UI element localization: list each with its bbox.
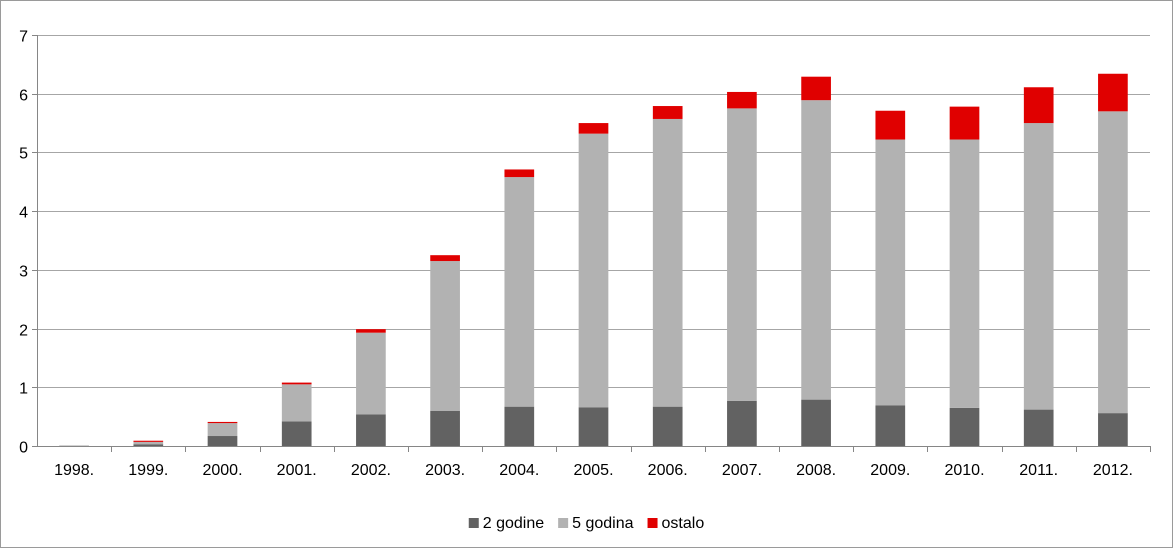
x-tick-label-2003: 2003. — [425, 462, 465, 479]
bar-2000-series-2 — [207, 421, 238, 424]
bar-2002-series-2 — [356, 329, 386, 333]
y-tick-label-1: 1 — [19, 381, 28, 398]
bar-2006-series-0 — [652, 406, 683, 446]
bar-2008-series-2 — [801, 76, 831, 101]
bar-2009-series-0 — [875, 405, 906, 446]
x-tick-label-2000: 2000. — [202, 462, 242, 479]
bar-2005-series-0 — [578, 407, 609, 446]
legend: 2 godine 5 godina ostalo — [468, 515, 705, 532]
bar-2010-series-0 — [949, 407, 980, 446]
bar-2010-series-1 — [949, 139, 980, 408]
x-tick-label-2002: 2002. — [351, 462, 391, 479]
bar-2001-series-1 — [281, 384, 312, 422]
x-tick-label-2012: 2012. — [1093, 462, 1133, 479]
x-tick-label-2005: 2005. — [573, 462, 613, 479]
bar-2004-series-2 — [504, 169, 535, 178]
legend-label-0: 2 godine — [483, 515, 544, 532]
x-tick-label-2009: 2009. — [870, 462, 910, 479]
y-tick-label-7: 7 — [19, 29, 28, 46]
bar-2003-series-1 — [430, 261, 460, 411]
bar-2011-series-2 — [1023, 87, 1054, 124]
bar-2009-series-1 — [875, 139, 906, 406]
bar-2012-series-1 — [1098, 111, 1128, 414]
y-tick-label-4: 4 — [19, 205, 28, 222]
x-tick-label-2006: 2006. — [648, 462, 688, 479]
y-tick-label-2: 2 — [19, 323, 28, 340]
bar-2005-series-1 — [578, 133, 609, 408]
bar-2000-series-1 — [207, 423, 238, 437]
y-tick-labels: 0 1 2 3 4 5 6 7 — [19, 29, 28, 457]
legend-swatch-2 — [647, 518, 658, 528]
legend-label-1: 5 godina — [572, 515, 633, 532]
y-tick-label-3: 3 — [19, 264, 28, 281]
bar-2007-series-0 — [727, 400, 757, 446]
legend-swatch-0 — [468, 518, 479, 528]
x-tick-label-2010: 2010. — [944, 462, 984, 479]
y-tick-label-0: 0 — [19, 440, 28, 457]
bar-2007-series-2 — [727, 91, 757, 109]
bar-2010-series-2 — [949, 106, 980, 140]
bar-2011-series-0 — [1023, 409, 1054, 446]
bar-2001-series-2 — [281, 382, 312, 385]
bar-1999-series-0 — [133, 444, 164, 446]
bar-1998-series-1 — [59, 445, 89, 446]
bar-2012-series-2 — [1098, 73, 1128, 112]
bar-2007-series-1 — [727, 108, 757, 401]
bar-2011-series-1 — [1023, 123, 1054, 410]
legend-swatch-1 — [558, 518, 569, 528]
bar-2002-series-0 — [356, 414, 386, 446]
bar-2012-series-0 — [1098, 413, 1128, 446]
bar-2003-series-0 — [430, 410, 460, 446]
x-tick-label-2007: 2007. — [722, 462, 762, 479]
bars — [59, 73, 1128, 446]
bar-2004-series-0 — [504, 406, 535, 446]
bar-2004-series-1 — [504, 177, 535, 407]
bar-2000-series-0 — [207, 436, 238, 446]
bar-2008-series-1 — [801, 100, 831, 400]
x-tick-label-2004: 2004. — [499, 462, 539, 479]
bar-2006-series-1 — [652, 118, 683, 407]
x-tick-label-1999: 1999. — [128, 462, 168, 479]
bar-2005-series-2 — [578, 123, 609, 134]
bar-1999-series-2 — [133, 440, 164, 442]
axes — [32, 35, 1151, 452]
bar-2009-series-2 — [875, 110, 906, 140]
bar-2006-series-2 — [652, 106, 683, 119]
x-tick-labels: 1998. 1999. 2000. 2001. 2002. 2003. 2004. 2005.… — [54, 462, 1133, 479]
bar-1999-series-1 — [133, 441, 164, 445]
y-tick-label-5: 5 — [19, 146, 28, 163]
x-tick-label-1998: 1998. — [54, 462, 94, 479]
bar-2003-series-2 — [430, 255, 460, 262]
y-tick-label-6: 6 — [19, 88, 28, 105]
bar-2008-series-0 — [801, 399, 831, 446]
x-tick-label-2001: 2001. — [277, 462, 317, 479]
bar-2001-series-0 — [281, 421, 312, 446]
bar-2002-series-1 — [356, 332, 386, 415]
x-tick-label-2008: 2008. — [796, 462, 836, 479]
legend-label-2: ostalo — [662, 515, 705, 532]
x-tick-label-2011: 2011. — [1019, 462, 1058, 479]
